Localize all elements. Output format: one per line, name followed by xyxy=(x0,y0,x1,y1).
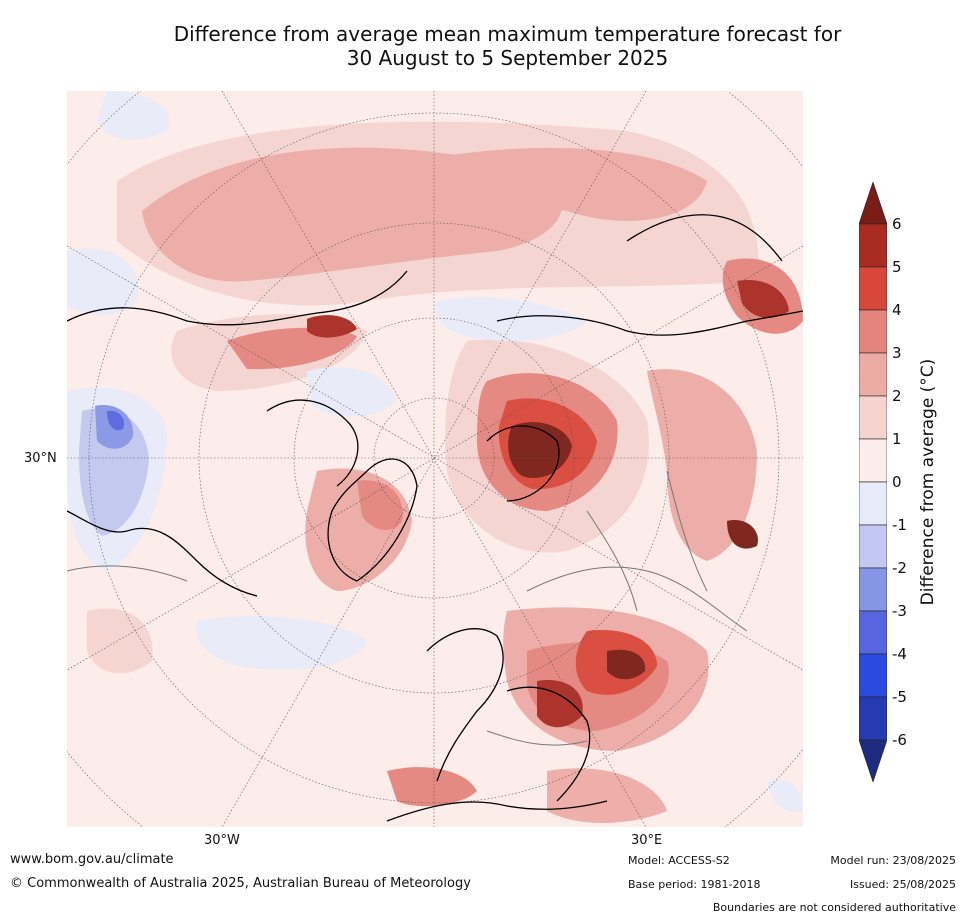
colorbar-title: Difference from average (°C) xyxy=(918,358,938,606)
colorbar-tick-label: 0 xyxy=(892,473,902,491)
colorbar-extend-low xyxy=(859,739,887,782)
lat-label-30n: 30°N xyxy=(24,451,57,466)
disclaimer: Boundaries are not considered authoritat… xyxy=(712,901,956,914)
forecast-map xyxy=(67,91,803,827)
colorbar xyxy=(859,182,887,782)
colorbar-tick-label: 2 xyxy=(892,387,902,405)
model-name: Model: ACCESS-S2 xyxy=(628,854,730,867)
title-line-1: Difference from average mean maximum tem… xyxy=(173,22,842,46)
colorbar-tick-label: 4 xyxy=(892,301,902,319)
colorbar-tick-label: 6 xyxy=(892,215,902,233)
colorbar-cell xyxy=(859,696,887,741)
colorbar-cell xyxy=(859,653,887,698)
colorbar-tick-label: -2 xyxy=(892,559,907,577)
colorbar-cell xyxy=(859,524,887,569)
colorbar-cell xyxy=(859,610,887,655)
colorbar-cell xyxy=(859,223,887,268)
colorbar-cell xyxy=(859,266,887,311)
website-link[interactable]: www.bom.gov.au/climate xyxy=(10,852,174,867)
lon-label-30w: 30°W xyxy=(204,833,240,848)
model-run: Model run: 23/08/2025 xyxy=(830,854,956,867)
colorbar-tick-label: -6 xyxy=(892,731,907,749)
colorbar-tick-label: 1 xyxy=(892,430,902,448)
title-line-2: 30 August to 5 September 2025 xyxy=(346,46,669,70)
colorbar-tick-label: 3 xyxy=(892,344,902,362)
country-borders xyxy=(67,470,748,746)
graticule xyxy=(67,91,803,827)
colorbar-cell xyxy=(859,395,887,440)
colorbar-cell xyxy=(859,438,887,483)
colorbar-tick-label: 5 xyxy=(892,258,902,276)
base-period: Base period: 1981-2018 xyxy=(628,878,761,891)
colorbar-cell xyxy=(859,481,887,526)
coastlines xyxy=(67,214,803,822)
issued-date: Issued: 25/08/2025 xyxy=(849,878,956,891)
colorbar-cell xyxy=(859,309,887,354)
colorbar-tick-label: -3 xyxy=(892,602,907,620)
colorbar-tick-label: -1 xyxy=(892,516,907,534)
lon-label-30e: 30°E xyxy=(631,833,663,848)
copyright-text: © Commonwealth of Australia 2025, Austra… xyxy=(10,876,471,891)
colorbar-cell xyxy=(859,567,887,612)
colorbar-tick-label: -5 xyxy=(892,688,907,706)
map-title: Difference from average mean maximum tem… xyxy=(0,22,965,70)
colorbar-cell xyxy=(859,352,887,397)
anomaly-shading xyxy=(67,91,803,823)
colorbar-extend-high xyxy=(859,182,887,225)
colorbar-tick-label: -4 xyxy=(892,645,907,663)
